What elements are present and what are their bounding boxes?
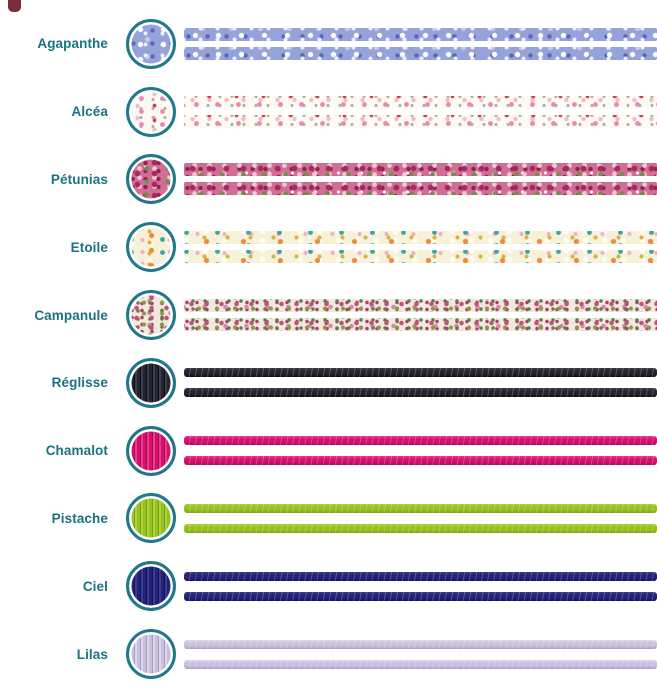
cord-strip-top: [184, 299, 657, 313]
cord-strips: [184, 163, 657, 196]
cord-row-chamalot[interactable]: Chamalot: [0, 417, 657, 485]
cord-strip-bottom: [184, 659, 657, 669]
cord-strip-bottom: [184, 46, 657, 60]
cord-name-label: Réglisse: [51, 375, 108, 391]
cord-strips: [184, 95, 657, 128]
cord-swatch-circle: [126, 425, 176, 476]
cord-strips: [184, 503, 657, 533]
cord-row-reglisse[interactable]: Réglisse: [0, 349, 657, 417]
cord-swatch-circle: [126, 357, 176, 408]
cord-name-label: Pétunias: [50, 171, 108, 187]
cord-name-label: Pistache: [51, 510, 108, 526]
cord-strip-top: [184, 503, 657, 513]
cord-row-petunias[interactable]: Pétunias: [0, 146, 657, 214]
cord-strips: [184, 231, 657, 264]
cord-strips: [184, 571, 657, 601]
cord-strips: [184, 436, 657, 466]
cord-name-label: Agapanthe: [37, 36, 108, 52]
cord-strip-top: [184, 95, 657, 109]
cord-name-label: Etoile: [70, 239, 108, 255]
cord-strip-top: [184, 436, 657, 446]
cord-strip-bottom: [184, 388, 657, 398]
cord-swatch-circle: [126, 290, 176, 341]
cord-strip-bottom: [184, 523, 657, 533]
cord-strips: [184, 368, 657, 398]
cord-strips: [184, 639, 657, 669]
cord-strip-bottom: [184, 250, 657, 264]
cord-strips: [184, 27, 657, 60]
cord-strip-top: [184, 231, 657, 245]
cord-name-label: Lilas: [76, 646, 108, 662]
cropped-corner-element: [8, 0, 21, 12]
cord-row-alcea[interactable]: Alcéa: [0, 78, 657, 146]
cord-strip-top: [184, 27, 657, 41]
cord-strip-top: [184, 571, 657, 581]
cord-swatch-circle: [126, 86, 176, 137]
cord-row-ciel[interactable]: Ciel: [0, 552, 657, 620]
cord-strip-top: [184, 368, 657, 378]
cord-strip-top: [184, 639, 657, 649]
cord-name-label: Alcéa: [71, 104, 108, 120]
cord-strip-bottom: [184, 456, 657, 466]
cord-row-agapanthe[interactable]: Agapanthe: [0, 10, 657, 78]
cord-row-lilas[interactable]: Lilas: [0, 620, 657, 688]
cord-name-label: Ciel: [82, 578, 108, 594]
cord-strip-bottom: [184, 591, 657, 601]
cord-swatch-circle: [126, 629, 176, 680]
cord-strip-bottom: [184, 182, 657, 196]
cord-name-label: Chamalot: [45, 443, 108, 459]
cord-strip-top: [184, 163, 657, 177]
cord-swatch-circle: [126, 561, 176, 612]
cord-row-campanule[interactable]: Campanule: [0, 281, 657, 349]
cord-swatch-circle: [126, 493, 176, 544]
cord-swatch-circle: [126, 222, 176, 273]
cord-swatch-circle: [126, 18, 176, 69]
cord-row-etoile[interactable]: Etoile: [0, 213, 657, 281]
cord-swatch-circle: [126, 154, 176, 205]
cord-name-label: Campanule: [34, 307, 108, 323]
cord-strip-bottom: [184, 318, 657, 332]
cord-strip-bottom: [184, 114, 657, 128]
cord-strips: [184, 299, 657, 332]
cord-row-pistache[interactable]: Pistache: [0, 485, 657, 553]
